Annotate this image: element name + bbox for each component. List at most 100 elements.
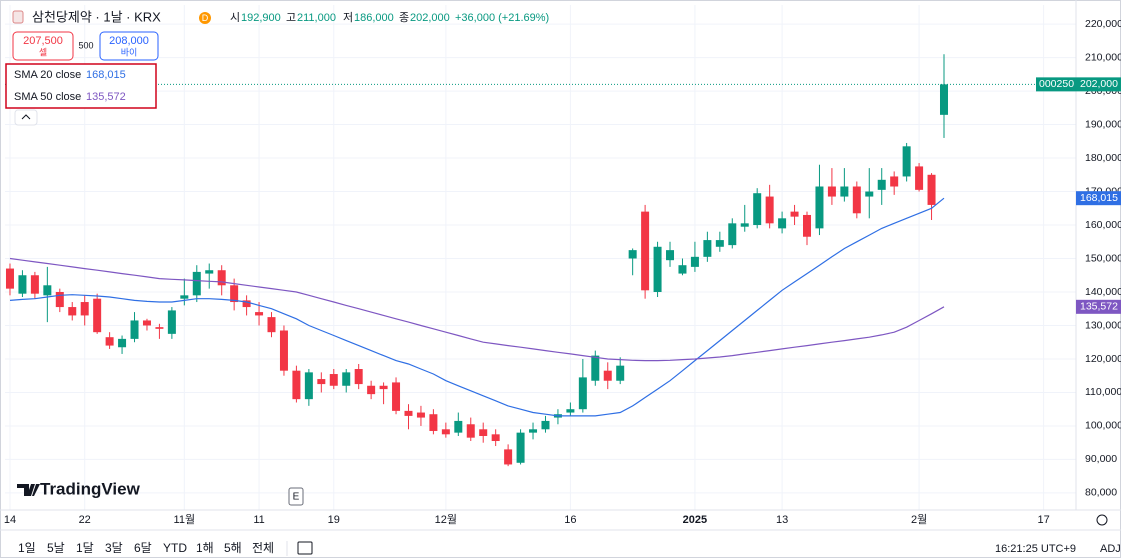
- candle-body: [105, 337, 114, 346]
- period-button[interactable]: 1달: [76, 541, 94, 555]
- candle-body: [329, 374, 338, 386]
- calendar-icon[interactable]: [297, 541, 313, 555]
- x-tick-label: 11: [253, 514, 264, 526]
- sma-line: [9, 257, 945, 362]
- candle-body: [317, 379, 326, 385]
- period-button[interactable]: 5해: [224, 541, 242, 555]
- candle-body: [541, 420, 550, 430]
- sma-line: [9, 197, 945, 417]
- candle-body: [55, 291, 64, 308]
- ohlc-value: 186,000: [354, 12, 394, 24]
- ohlc-label: 고: [286, 12, 296, 24]
- candle-body: [416, 412, 425, 418]
- price-label-bg: [1076, 191, 1121, 206]
- y-tick-label: 90,000: [1085, 453, 1117, 465]
- last-price-bg: [1076, 77, 1121, 92]
- candle-body: [242, 300, 251, 308]
- x-tick-label: 13: [776, 514, 788, 526]
- candle-body: [641, 211, 650, 291]
- settings-icon[interactable]: [1096, 514, 1108, 526]
- sell-label: 셀: [39, 47, 47, 57]
- candle-body: [591, 355, 600, 381]
- legend-value: 168,015: [86, 69, 126, 81]
- change: +36,000 (+21.69%): [455, 12, 549, 24]
- logo: TradingView: [40, 479, 141, 498]
- y-tick-label: 150,000: [1085, 252, 1121, 264]
- candle-body: [367, 385, 376, 395]
- candle-body: [815, 186, 824, 229]
- candle-body: [466, 424, 475, 438]
- candle-body: [803, 214, 812, 237]
- period-button[interactable]: 전체: [252, 541, 274, 555]
- price-label-bg: [1076, 299, 1121, 314]
- candle-body: [915, 166, 924, 190]
- candle-body: [479, 429, 488, 436]
- x-tick-label: 17: [1037, 514, 1049, 526]
- candle-body: [167, 310, 176, 334]
- price-label: 135,572: [1080, 301, 1118, 313]
- x-tick-label: 2월: [911, 513, 927, 526]
- candle-body: [927, 174, 936, 205]
- sell-price: 207,500: [23, 35, 63, 47]
- badge: D: [202, 13, 209, 23]
- candle-body: [392, 382, 401, 411]
- candle-body: [753, 193, 762, 226]
- candle-body: [666, 250, 675, 261]
- symbol-icon: [12, 10, 24, 24]
- period-button[interactable]: YTD: [163, 541, 187, 555]
- candle-body: [279, 330, 288, 371]
- candle-body: [93, 298, 102, 333]
- ohlc-label: 시: [230, 12, 240, 24]
- logo-mark: [17, 484, 40, 496]
- adjust[interactable]: ADJ: [1100, 543, 1121, 555]
- candle-body: [578, 377, 587, 410]
- ohlc-label: 저: [343, 11, 353, 24]
- candle-body: [68, 307, 77, 316]
- y-tick-label: 110,000: [1085, 386, 1121, 398]
- period-button[interactable]: 3달: [105, 541, 123, 555]
- collapse-icon: [21, 114, 31, 120]
- buy-button[interactable]: [99, 31, 159, 61]
- candle-body: [877, 179, 886, 190]
- y-tick-label: 130,000: [1085, 319, 1121, 331]
- period-button[interactable]: 5날: [47, 541, 65, 555]
- candle-body: [192, 271, 201, 296]
- candle-body: [890, 176, 899, 187]
- candle-body: [118, 338, 127, 348]
- candle-body: [454, 420, 463, 433]
- period-button[interactable]: 1해: [196, 541, 214, 555]
- candle-body: [765, 196, 774, 224]
- symbol-title: 삼천당제약 · 1날 · KRX: [32, 9, 161, 24]
- candle-body: [529, 429, 538, 433]
- event-box[interactable]: [288, 487, 304, 506]
- event-marker: E: [293, 492, 300, 503]
- candle-body: [342, 372, 351, 386]
- candle-body: [404, 410, 413, 416]
- y-tick-label: 120,000: [1085, 353, 1121, 365]
- sell-button[interactable]: [12, 31, 74, 61]
- legend-name: SMA 50 close: [14, 91, 81, 103]
- candle-body: [267, 317, 276, 333]
- legend-value: 135,572: [86, 91, 126, 103]
- candle-body: [852, 186, 861, 214]
- countdown: 000250: [1039, 78, 1074, 90]
- buy-price: 208,000: [109, 35, 149, 47]
- price-label: 168,015: [1080, 192, 1118, 204]
- candle-body: [790, 211, 799, 217]
- candle-body: [678, 265, 687, 274]
- grid: [5, 5, 1076, 510]
- period-button[interactable]: 6달: [134, 541, 152, 555]
- candle-body: [142, 320, 151, 326]
- candle-body: [703, 240, 712, 257]
- ohlc-value: 192,900: [241, 12, 281, 24]
- candle-body: [292, 370, 301, 400]
- y-tick-label: 190,000: [1085, 118, 1121, 130]
- candle-body: [205, 270, 214, 274]
- x-tick-label: 19: [328, 514, 340, 526]
- candle-body: [491, 434, 500, 442]
- candle-body: [255, 312, 264, 316]
- collapse-button[interactable]: [14, 109, 38, 126]
- period-button[interactable]: 1일: [18, 541, 36, 555]
- candle-body: [840, 186, 849, 197]
